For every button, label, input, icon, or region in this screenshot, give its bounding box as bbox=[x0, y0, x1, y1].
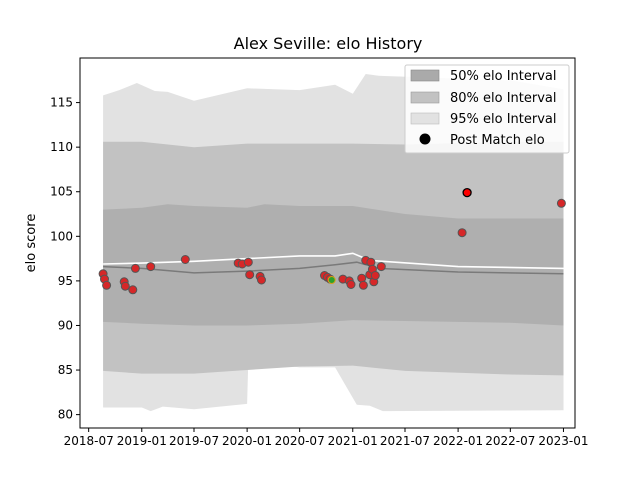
x-tick-label: 2022-01 bbox=[433, 434, 483, 448]
x-tick-label: 2019-01 bbox=[117, 434, 167, 448]
y-tick-label: 110 bbox=[50, 140, 73, 154]
post-match-point bbox=[180, 255, 190, 264]
y-tick-label: 95 bbox=[58, 274, 73, 288]
plot-frame bbox=[79, 57, 576, 429]
x-tick-label: 2021-07 bbox=[380, 434, 430, 448]
chart-title: Alex Seville: elo History bbox=[234, 34, 423, 53]
post-match-point bbox=[376, 262, 386, 272]
post-match-point bbox=[102, 280, 112, 290]
x-tick-label: 2020-07 bbox=[275, 434, 325, 448]
y-axis-label: elo score bbox=[24, 214, 39, 273]
legend-marker-post-match bbox=[419, 133, 431, 145]
y-axis: 80 85 90 95 100 105 110 115 bbox=[50, 96, 80, 422]
legend-swatch-80 bbox=[410, 91, 440, 104]
elo-lines bbox=[103, 252, 564, 275]
post-match-point bbox=[556, 198, 566, 208]
post-match-point bbox=[346, 280, 356, 289]
x-tick-label: 2022-07 bbox=[485, 434, 535, 448]
interval-bands bbox=[103, 74, 564, 412]
y-tick-label: 115 bbox=[50, 96, 73, 110]
x-tick-label: 2023-01 bbox=[538, 434, 588, 448]
x-tick-label: 2018-07 bbox=[64, 434, 114, 448]
y-tick-label: 100 bbox=[50, 229, 73, 243]
legend-label-post-match: Post Match elo bbox=[450, 133, 545, 148]
x-tick-label: 2020-01 bbox=[222, 434, 272, 448]
y-tick-label: 105 bbox=[50, 185, 73, 199]
legend-label-95: 95% elo Interval bbox=[450, 112, 557, 127]
post-match-point bbox=[243, 257, 253, 267]
highlighted-match-point bbox=[462, 187, 472, 198]
median-elo-line bbox=[103, 261, 564, 275]
legend-swatch-95 bbox=[410, 112, 440, 125]
post-match-points bbox=[98, 187, 566, 295]
y-tick-label: 90 bbox=[58, 318, 73, 332]
y-tick-label: 80 bbox=[58, 408, 73, 422]
x-tick-label: 2021-01 bbox=[328, 434, 378, 448]
legend-swatch-50 bbox=[410, 69, 440, 82]
x-tick-label: 2019-07 bbox=[169, 434, 219, 448]
legend: 50% elo Interval 80% elo Interval 95% el… bbox=[404, 64, 570, 154]
legend-label-50: 50% elo Interval bbox=[450, 69, 557, 84]
post-match-point bbox=[358, 280, 368, 290]
mean-elo-line bbox=[103, 252, 564, 270]
y-tick-label: 85 bbox=[58, 363, 73, 377]
post-match-point bbox=[245, 270, 255, 280]
legend-label-80: 80% elo Interval bbox=[450, 91, 557, 106]
post-match-point bbox=[257, 275, 266, 285]
post-match-point bbox=[146, 262, 156, 272]
post-match-point bbox=[370, 271, 380, 280]
recent-match-point bbox=[327, 276, 336, 284]
post-match-point bbox=[120, 281, 130, 291]
legend-box bbox=[404, 64, 570, 154]
post-match-point bbox=[130, 263, 140, 273]
x-axis: 2018-07 2019-01 2019-07 2020-01 2020-07 2021-… bbox=[64, 428, 589, 448]
post-match-point bbox=[457, 228, 467, 238]
post-match-point bbox=[128, 285, 138, 295]
